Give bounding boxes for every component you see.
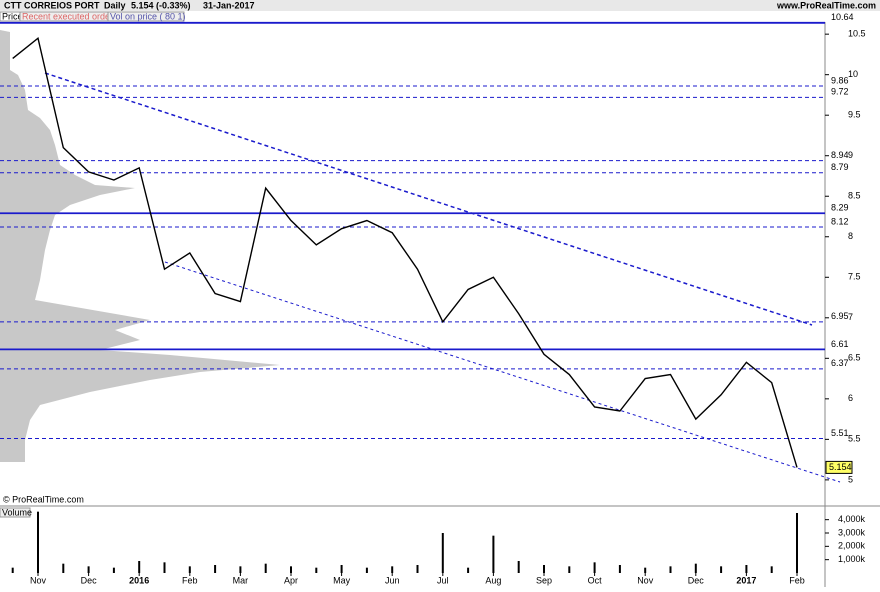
pane-tab [0, 507, 31, 518]
trendline [44, 72, 813, 326]
volume-bar [37, 511, 39, 573]
y-tick-label: 6.5 [848, 353, 861, 363]
x-tick-label: Aug [485, 575, 501, 585]
level-label: 8.79 [831, 162, 849, 172]
level-label: 9.86 [831, 75, 849, 85]
y-tick-label: 10.5 [848, 29, 866, 39]
x-tick-label: Feb [182, 575, 198, 585]
volume-bar [138, 561, 141, 573]
copyright: © ProRealTime.com [3, 494, 84, 504]
y-tick-label: 7.5 [848, 272, 861, 282]
header-bar [0, 0, 880, 11]
level-label: 5.51 [831, 428, 849, 438]
y-tick-label: 7 [848, 312, 853, 322]
level-label: 8.12 [831, 216, 849, 226]
header-date: 31-Jan-2017 [203, 0, 255, 10]
volume-bar [112, 567, 115, 573]
volume-bar [441, 533, 444, 573]
volume-bar [264, 563, 267, 573]
last-value-box [825, 460, 853, 474]
volume-bar [669, 566, 672, 573]
y-tick-label: 8 [848, 231, 853, 241]
x-tick-label: Nov [637, 575, 654, 585]
volume-bar [694, 563, 697, 573]
trendline [164, 261, 841, 483]
x-tick-label: Dec [688, 575, 705, 585]
volume-bar [517, 561, 520, 573]
level-label: 8.94 [831, 150, 849, 160]
x-tick-label: May [333, 575, 351, 585]
y-tick-label: 1,000k [838, 554, 866, 564]
x-tick-label: Apr [284, 575, 298, 585]
volume-bar [618, 565, 621, 573]
y-tick-label: 3,000k [838, 527, 866, 537]
volume-bar [290, 566, 292, 573]
x-tick-label: Jul [437, 575, 449, 585]
y-tick-label: 9 [848, 150, 853, 160]
header-period: Daily [104, 0, 126, 10]
header-quote: 5.154 (-0.33%) [131, 0, 191, 10]
header-site: www.ProRealTime.com [776, 0, 876, 10]
y-tick-label: 5 [848, 474, 853, 484]
tab-label: Price [2, 11, 23, 21]
x-tick-label: Feb [789, 575, 805, 585]
y-tick-label: 10 [848, 69, 858, 79]
volume-bar [239, 566, 242, 573]
x-tick-label: Nov [30, 575, 47, 585]
volume-bar [796, 513, 798, 573]
x-tick-label: Sep [536, 575, 552, 585]
volume-bar [391, 566, 394, 573]
y-tick-label: 6 [848, 393, 853, 403]
volume-profile [0, 30, 280, 462]
tab-label: Vol on price ( 80 1) [110, 11, 186, 21]
volume-bar [543, 565, 545, 573]
x-tick-label: Mar [233, 575, 249, 585]
level-label: 6.37 [831, 358, 849, 368]
volume-bar [365, 567, 368, 573]
y-tick-label: 2,000k [838, 541, 866, 551]
level-label: 9.72 [831, 87, 849, 97]
volume-title: Volume [2, 507, 32, 517]
x-tick-label: Jun [385, 575, 400, 585]
x-tick-label: 2016 [129, 575, 149, 585]
header-title: CTT CORREIOS PORT [4, 0, 100, 10]
volume-bar [720, 566, 723, 573]
x-tick-label: Dec [81, 575, 98, 585]
tab-label: Recent executed orders [22, 11, 118, 21]
y-tick-label: 8.5 [848, 191, 861, 201]
level-label: 8.29 [831, 203, 849, 213]
volume-bar [62, 563, 65, 573]
volume-bar [745, 565, 748, 573]
volume-bar [644, 567, 647, 573]
level-label: 6.61 [831, 339, 849, 349]
volume-bar [340, 565, 343, 573]
volume-bar [467, 567, 470, 573]
volume-bar [214, 565, 217, 573]
volume-bar [416, 565, 419, 573]
volume-bar [593, 562, 596, 573]
last-value-label: 5.154 [829, 462, 852, 472]
volume-bar [188, 566, 191, 573]
price-line [12, 36, 798, 468]
volume-bar [315, 567, 318, 573]
volume-bar [163, 562, 166, 573]
volume-bar [770, 566, 773, 573]
x-tick-label: 2017 [736, 575, 756, 585]
level-label: 10.64 [831, 12, 854, 22]
volume-bar [568, 566, 571, 573]
y-tick-label: 5.5 [848, 434, 861, 444]
x-tick-label: Oct [588, 575, 603, 585]
volume-bar [87, 566, 90, 573]
level-label: 6.95 [831, 311, 849, 321]
volume-bar [11, 567, 14, 573]
volume-bar [492, 535, 495, 573]
y-tick-label: 9.5 [848, 110, 861, 120]
y-tick-label: 4,000k [838, 514, 866, 524]
tab[interactable] [107, 11, 185, 22]
